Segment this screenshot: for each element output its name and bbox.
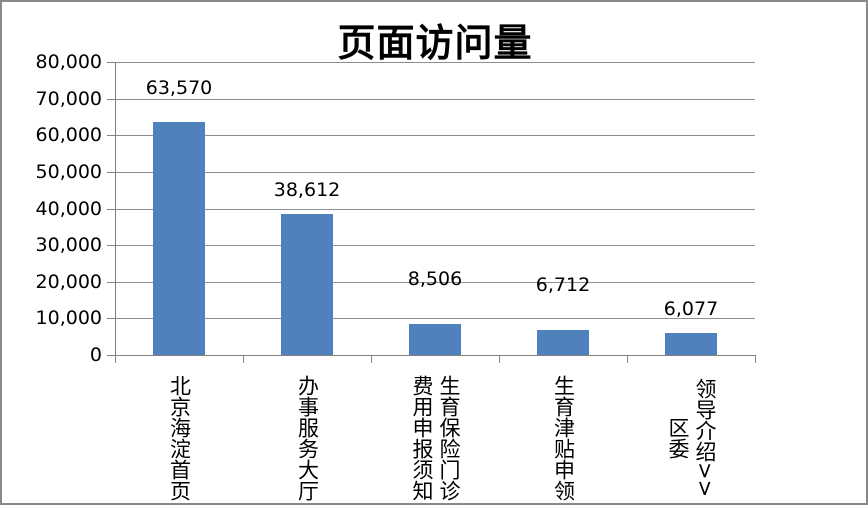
y-axis-tick bbox=[107, 318, 115, 320]
y-axis-label: 30,000 bbox=[35, 234, 102, 257]
bar-value-label: 38,612 bbox=[273, 179, 341, 201]
y-axis-label: 80,000 bbox=[35, 51, 102, 73]
bar-value-label: 63,570 bbox=[145, 77, 213, 99]
y-axis-tick bbox=[107, 171, 115, 173]
gridline bbox=[115, 135, 755, 137]
y-axis-tick bbox=[107, 355, 115, 356]
bar bbox=[281, 214, 333, 355]
category-label: 北京海淀首页 bbox=[166, 372, 193, 503]
bar-value-label: 6,077 bbox=[663, 298, 719, 320]
bar-value-label: 8,506 bbox=[407, 268, 463, 290]
category-label-line: 费用申报须知 bbox=[410, 375, 434, 501]
y-axis-label: 60,000 bbox=[35, 124, 102, 147]
category-label: 生育保险门诊 费用申报须知 bbox=[408, 372, 462, 503]
bar bbox=[665, 333, 717, 355]
x-axis-tick bbox=[115, 355, 116, 363]
y-axis-label: 50,000 bbox=[35, 160, 102, 183]
gridline bbox=[115, 281, 755, 283]
category-label: 领导介绍>> 区委 bbox=[664, 372, 718, 503]
category-label-line: 办事服务大厅 bbox=[295, 375, 320, 501]
x-axis-tick bbox=[371, 355, 372, 363]
x-axis-tick bbox=[499, 355, 500, 363]
y-axis-label: 0 bbox=[89, 344, 102, 366]
x-axis-tick bbox=[755, 355, 756, 363]
gridline bbox=[115, 98, 755, 100]
bar bbox=[409, 324, 461, 355]
category-label: 办事服务大厅 bbox=[294, 372, 321, 503]
gridline bbox=[115, 318, 755, 320]
y-axis-label: 40,000 bbox=[35, 197, 102, 220]
category-label-line: 区委 bbox=[666, 417, 690, 459]
category-label-line: 领导介绍>> bbox=[693, 378, 717, 498]
bar bbox=[537, 330, 589, 355]
x-axis-tick bbox=[627, 355, 628, 363]
y-axis-label: 20,000 bbox=[35, 270, 102, 293]
category-label-line: 生育津贴申领 bbox=[551, 375, 576, 501]
bar bbox=[153, 122, 205, 355]
x-axis-line bbox=[115, 355, 756, 356]
y-axis-tick bbox=[107, 245, 115, 247]
y-axis-tick bbox=[107, 135, 115, 137]
y-axis-label: 70,000 bbox=[35, 87, 102, 110]
y-axis-tick bbox=[107, 208, 115, 210]
gridline bbox=[115, 62, 755, 63]
gridline bbox=[115, 171, 755, 173]
gridline bbox=[115, 208, 755, 210]
bar-value-label: 6,712 bbox=[535, 274, 591, 296]
category-label-line: 生育保险门诊 bbox=[437, 375, 461, 501]
chart-title: 页面访问量 bbox=[337, 21, 533, 65]
y-axis-tick bbox=[107, 62, 115, 63]
y-axis-label: 10,000 bbox=[35, 307, 102, 330]
y-axis-line bbox=[115, 62, 116, 355]
y-axis-tick bbox=[107, 98, 115, 100]
x-axis-tick bbox=[243, 355, 244, 363]
category-label: 生育津贴申领 bbox=[550, 372, 577, 503]
y-axis-tick bbox=[107, 281, 115, 283]
category-label-line: 北京海淀首页 bbox=[167, 375, 192, 501]
gridline bbox=[115, 245, 755, 247]
